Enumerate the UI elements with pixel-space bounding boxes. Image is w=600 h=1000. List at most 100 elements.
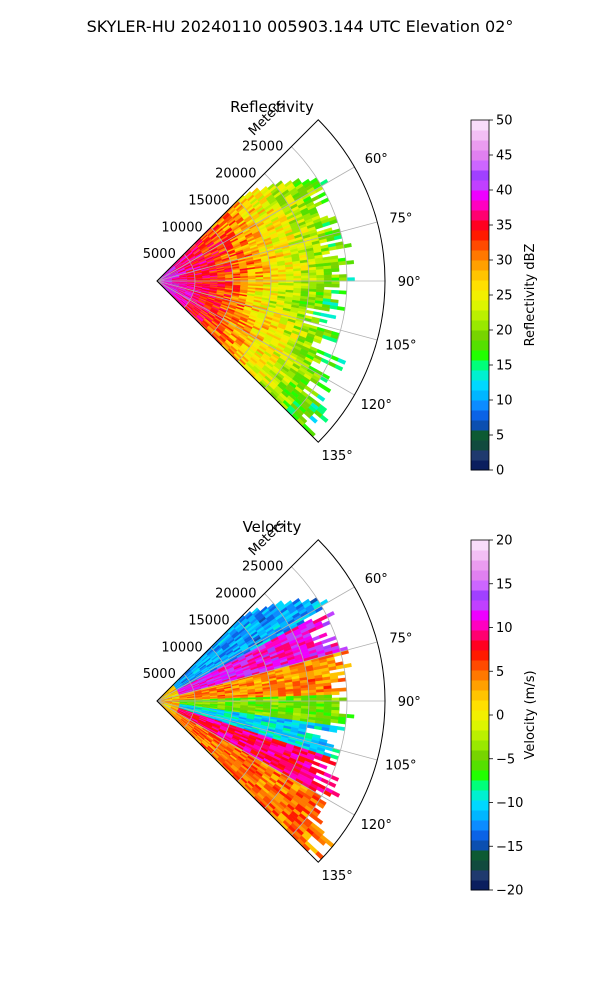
colorbar-tick-label: 25 xyxy=(496,289,513,304)
radar-cell xyxy=(316,280,325,285)
radar-cell xyxy=(316,703,325,708)
colorbar-segment xyxy=(471,700,489,711)
colorbar-segment xyxy=(471,710,489,721)
radar-cell xyxy=(323,691,332,696)
colorbar-segment xyxy=(471,650,489,661)
radar-cell xyxy=(331,289,340,294)
radar-cell xyxy=(338,290,347,295)
radar-cell xyxy=(327,314,337,320)
colorbar-segment xyxy=(471,270,489,281)
colorbar-segment xyxy=(471,600,489,611)
colorbar-segment xyxy=(471,190,489,201)
radar-cell xyxy=(318,763,328,770)
radar-cell xyxy=(270,276,279,280)
colorbar-segment xyxy=(471,340,489,351)
radar-cell xyxy=(331,268,340,273)
radar-cell xyxy=(308,698,317,702)
radar-cell xyxy=(308,275,317,279)
radar-cell xyxy=(330,719,339,724)
colorbar-tick-label: −5 xyxy=(496,752,515,767)
colorbar-segment xyxy=(471,580,489,591)
radar-data-cells xyxy=(156,597,355,860)
colorbar-tick-label: 10 xyxy=(496,394,513,409)
colorbar-segment xyxy=(471,390,489,401)
radar-cell xyxy=(330,754,339,760)
colorbar-segment xyxy=(471,170,489,181)
radar-cell xyxy=(331,691,340,696)
radar-cell xyxy=(300,692,310,697)
radar-cell xyxy=(313,200,323,208)
colorbar-segment xyxy=(471,140,489,151)
radar-cell xyxy=(343,243,352,249)
radar-cell xyxy=(321,306,330,312)
radar-cell xyxy=(316,283,325,288)
azimuth-tick-label: 60° xyxy=(365,572,388,587)
reflectivity-panel: Reflectivity500010000150002000025000Mete… xyxy=(143,97,421,464)
figure-suptitle: SKYLER-HU 20240110 005903.144 UTC Elevat… xyxy=(87,17,514,36)
colorbar-segment xyxy=(471,200,489,211)
colorbar-segment xyxy=(471,570,489,581)
colorbar-segment xyxy=(471,740,489,751)
radar-cell xyxy=(343,663,352,669)
colorbar-segment xyxy=(471,460,489,471)
colorbar-segment xyxy=(471,540,489,551)
range-tick-label: 15000 xyxy=(188,613,229,628)
velocity-panel: Velocity500010000150002000025000Meters60… xyxy=(143,517,421,884)
colorbar-segment xyxy=(471,210,489,221)
radar-cell xyxy=(293,275,302,279)
colorbar-tick-label: 0 xyxy=(496,464,504,479)
colorbar-segment xyxy=(471,150,489,161)
colorbar-tick-label: 5 xyxy=(496,665,504,680)
colorbar-tick-label: 5 xyxy=(496,429,504,444)
radar-cell xyxy=(337,357,347,365)
radar-cell xyxy=(312,337,322,344)
radar-cell xyxy=(331,697,340,702)
radar-cell xyxy=(339,274,348,279)
radar-cell xyxy=(323,280,333,285)
radar-cell xyxy=(316,277,325,282)
colorbar-segment xyxy=(471,880,489,891)
radar-cell xyxy=(330,678,339,683)
radar-cell xyxy=(321,638,330,645)
range-tick-label: 20000 xyxy=(215,167,256,182)
azimuth-tick-label: 135° xyxy=(321,449,352,464)
range-tick-label: 25000 xyxy=(242,140,283,155)
colorbar-segment xyxy=(471,620,489,631)
colorbar-segment xyxy=(471,410,489,421)
radar-cell xyxy=(323,283,332,288)
radar-cell xyxy=(308,700,317,704)
colorbar-segment xyxy=(471,680,489,691)
colorbar-segment xyxy=(471,450,489,461)
colorbar-tick-label: 0 xyxy=(496,709,504,724)
radar-cell xyxy=(320,312,329,318)
radar-cell xyxy=(346,714,355,719)
colorbar-segment xyxy=(471,610,489,621)
radar-cell xyxy=(312,311,322,317)
radar-cell xyxy=(308,278,317,282)
range-tick-label: 10000 xyxy=(161,640,202,655)
colorbar-tick-label: 15 xyxy=(496,577,513,592)
radar-cell xyxy=(316,274,325,279)
colorbar-segment xyxy=(471,770,489,781)
colorbar-segment xyxy=(471,350,489,361)
colorbar-segment xyxy=(471,550,489,561)
radar-cell xyxy=(308,703,317,707)
colorbar-tick-label: 40 xyxy=(496,184,513,199)
radar-cell xyxy=(270,696,279,700)
range-tick-label: 5000 xyxy=(143,247,176,262)
radar-cell xyxy=(308,695,317,699)
colorbar-tick-label: 45 xyxy=(496,149,513,164)
colorbar-segment xyxy=(471,280,489,291)
colorbar-segment xyxy=(471,300,489,311)
colorbar-tick-label: −15 xyxy=(496,840,523,855)
radar-cell xyxy=(311,760,321,767)
radar-cell xyxy=(331,703,340,708)
colorbar-segment xyxy=(471,670,489,681)
range-tick-label: 5000 xyxy=(143,667,176,682)
radar-cell xyxy=(316,349,326,356)
colorbar-tick-label: 10 xyxy=(496,621,513,636)
azimuth-tick-label: 90° xyxy=(398,275,421,290)
colorbar-segment xyxy=(471,560,489,571)
radar-cell xyxy=(308,272,317,276)
